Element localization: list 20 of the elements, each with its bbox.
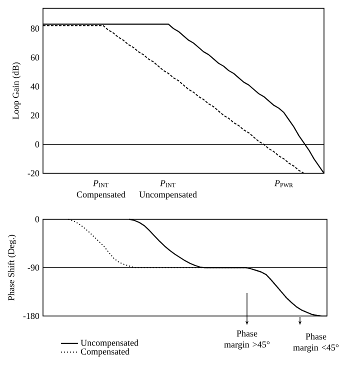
y-tick-label: 60	[30, 54, 40, 61]
y-tick-label: 0	[35, 216, 40, 222]
text: P$_{INT}$	[92, 180, 108, 188]
y-tick-label: 80	[30, 26, 40, 32]
y-tick-label: -20	[28, 170, 40, 176]
text: Uncompensated	[139, 191, 197, 200]
y-axis-title: Phase Shift (Deg.)	[8, 234, 16, 300]
legend-label: Uncompensated	[80, 340, 138, 348]
y-tick-label: 20	[30, 112, 40, 118]
y-axis-title: Loop Gain (dB)	[12, 62, 21, 120]
text: P$_{PWR}$	[274, 180, 293, 188]
text: Phase margin >45°	[224, 330, 270, 350]
y-tick-label: -90	[28, 264, 40, 271]
y-tick-label: 40	[30, 83, 40, 90]
y-tick-label: 0	[35, 141, 40, 148]
legend-label: Compensated	[80, 348, 130, 356]
text: Phase margin <45°	[293, 333, 339, 352]
y-tick-label: -180	[23, 312, 40, 320]
text: Compensated	[76, 191, 126, 200]
text: P$_{INT}$	[160, 180, 176, 188]
